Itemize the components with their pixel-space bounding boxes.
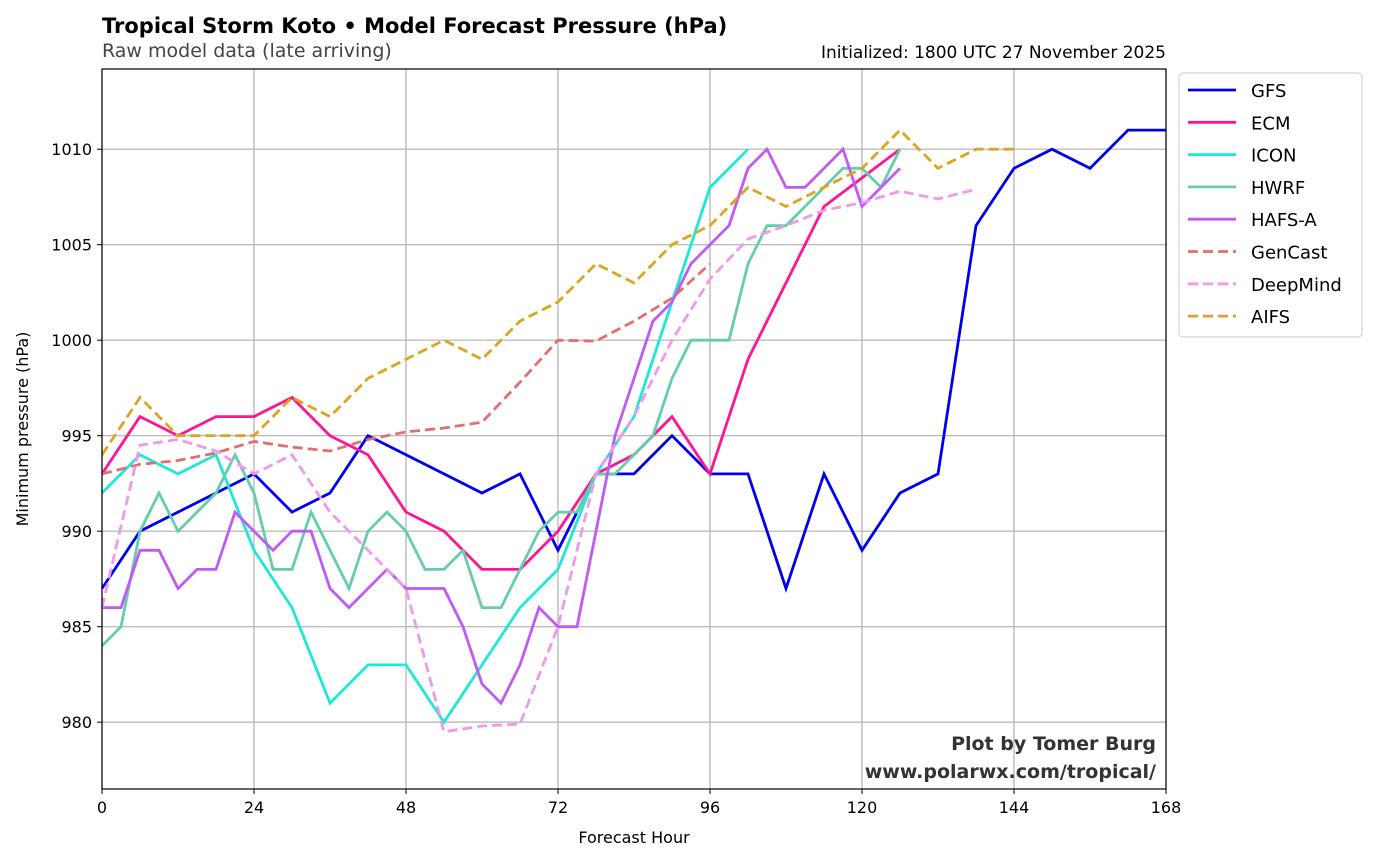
series-line-hwrf — [101, 148, 902, 647]
y-tick-label: 1010 — [51, 140, 92, 159]
legend-label-hwrf: HWRF — [1251, 178, 1305, 199]
legend-box — [1178, 72, 1363, 338]
plot-frame — [101, 68, 1167, 790]
init-time: Initialized: 1800 UTC 27 November 2025 — [821, 43, 1166, 63]
credit-author: Plot by Tomer Burg — [951, 733, 1156, 755]
legend: GFS ECM ICON HWRF HAFS-A GenCast DeepMind AIFS — [1178, 72, 1363, 338]
chart-title: Tropical Storm Koto • Model Forecast Pre… — [102, 14, 727, 38]
x-tick-label: 168 — [1151, 798, 1182, 817]
series-line-ecm — [100, 148, 901, 571]
series-line-icon — [101, 148, 749, 725]
series-line-deepmind — [100, 187, 977, 734]
legend-label-aifs: AIFS — [1251, 307, 1290, 328]
legend-label-gencast: GenCast — [1251, 243, 1327, 264]
x-tick-label: 24 — [244, 798, 264, 817]
x-tick-label: 144 — [999, 798, 1030, 817]
credit-url[interactable]: www.polarwx.com/tropical/ — [865, 761, 1156, 783]
y-axis: 980 985 990 995 1000 1005 1010 — [51, 140, 102, 732]
chart-subtitle: Raw model data (late arriving) — [102, 40, 392, 62]
series-line-gfs — [100, 128, 1166, 593]
x-tick-label: 0 — [97, 798, 107, 817]
x-tick-label: 48 — [396, 798, 416, 817]
x-tick-label: 72 — [548, 798, 568, 817]
gridlines — [101, 69, 1167, 789]
legend-label-icon: ICON — [1251, 146, 1297, 167]
series-line-hafs-a — [102, 146, 901, 706]
legend-label-ecm: ECM — [1251, 113, 1290, 134]
legend-label-deepmind: DeepMind — [1251, 275, 1342, 296]
legend-label-gfs: GFS — [1251, 81, 1286, 102]
series-group — [100, 128, 1166, 734]
y-tick-label: 990 — [61, 522, 92, 541]
y-tick-label: 985 — [61, 618, 92, 637]
x-tick-label: 120 — [847, 798, 878, 817]
y-tick-label: 1000 — [51, 331, 92, 350]
x-axis-label: Forecast Hour — [578, 828, 690, 847]
x-tick-label: 96 — [700, 798, 720, 817]
series-line-aifs — [100, 128, 1014, 456]
y-tick-label: 995 — [61, 427, 92, 446]
y-axis-label: Minimum pressure (hPa) — [13, 332, 32, 527]
x-axis: 0 24 48 72 96 120 144 168 — [97, 789, 1181, 817]
legend-label-hafs-a: HAFS-A — [1251, 210, 1317, 231]
y-tick-label: 980 — [61, 713, 92, 732]
y-tick-label: 1005 — [51, 236, 92, 255]
